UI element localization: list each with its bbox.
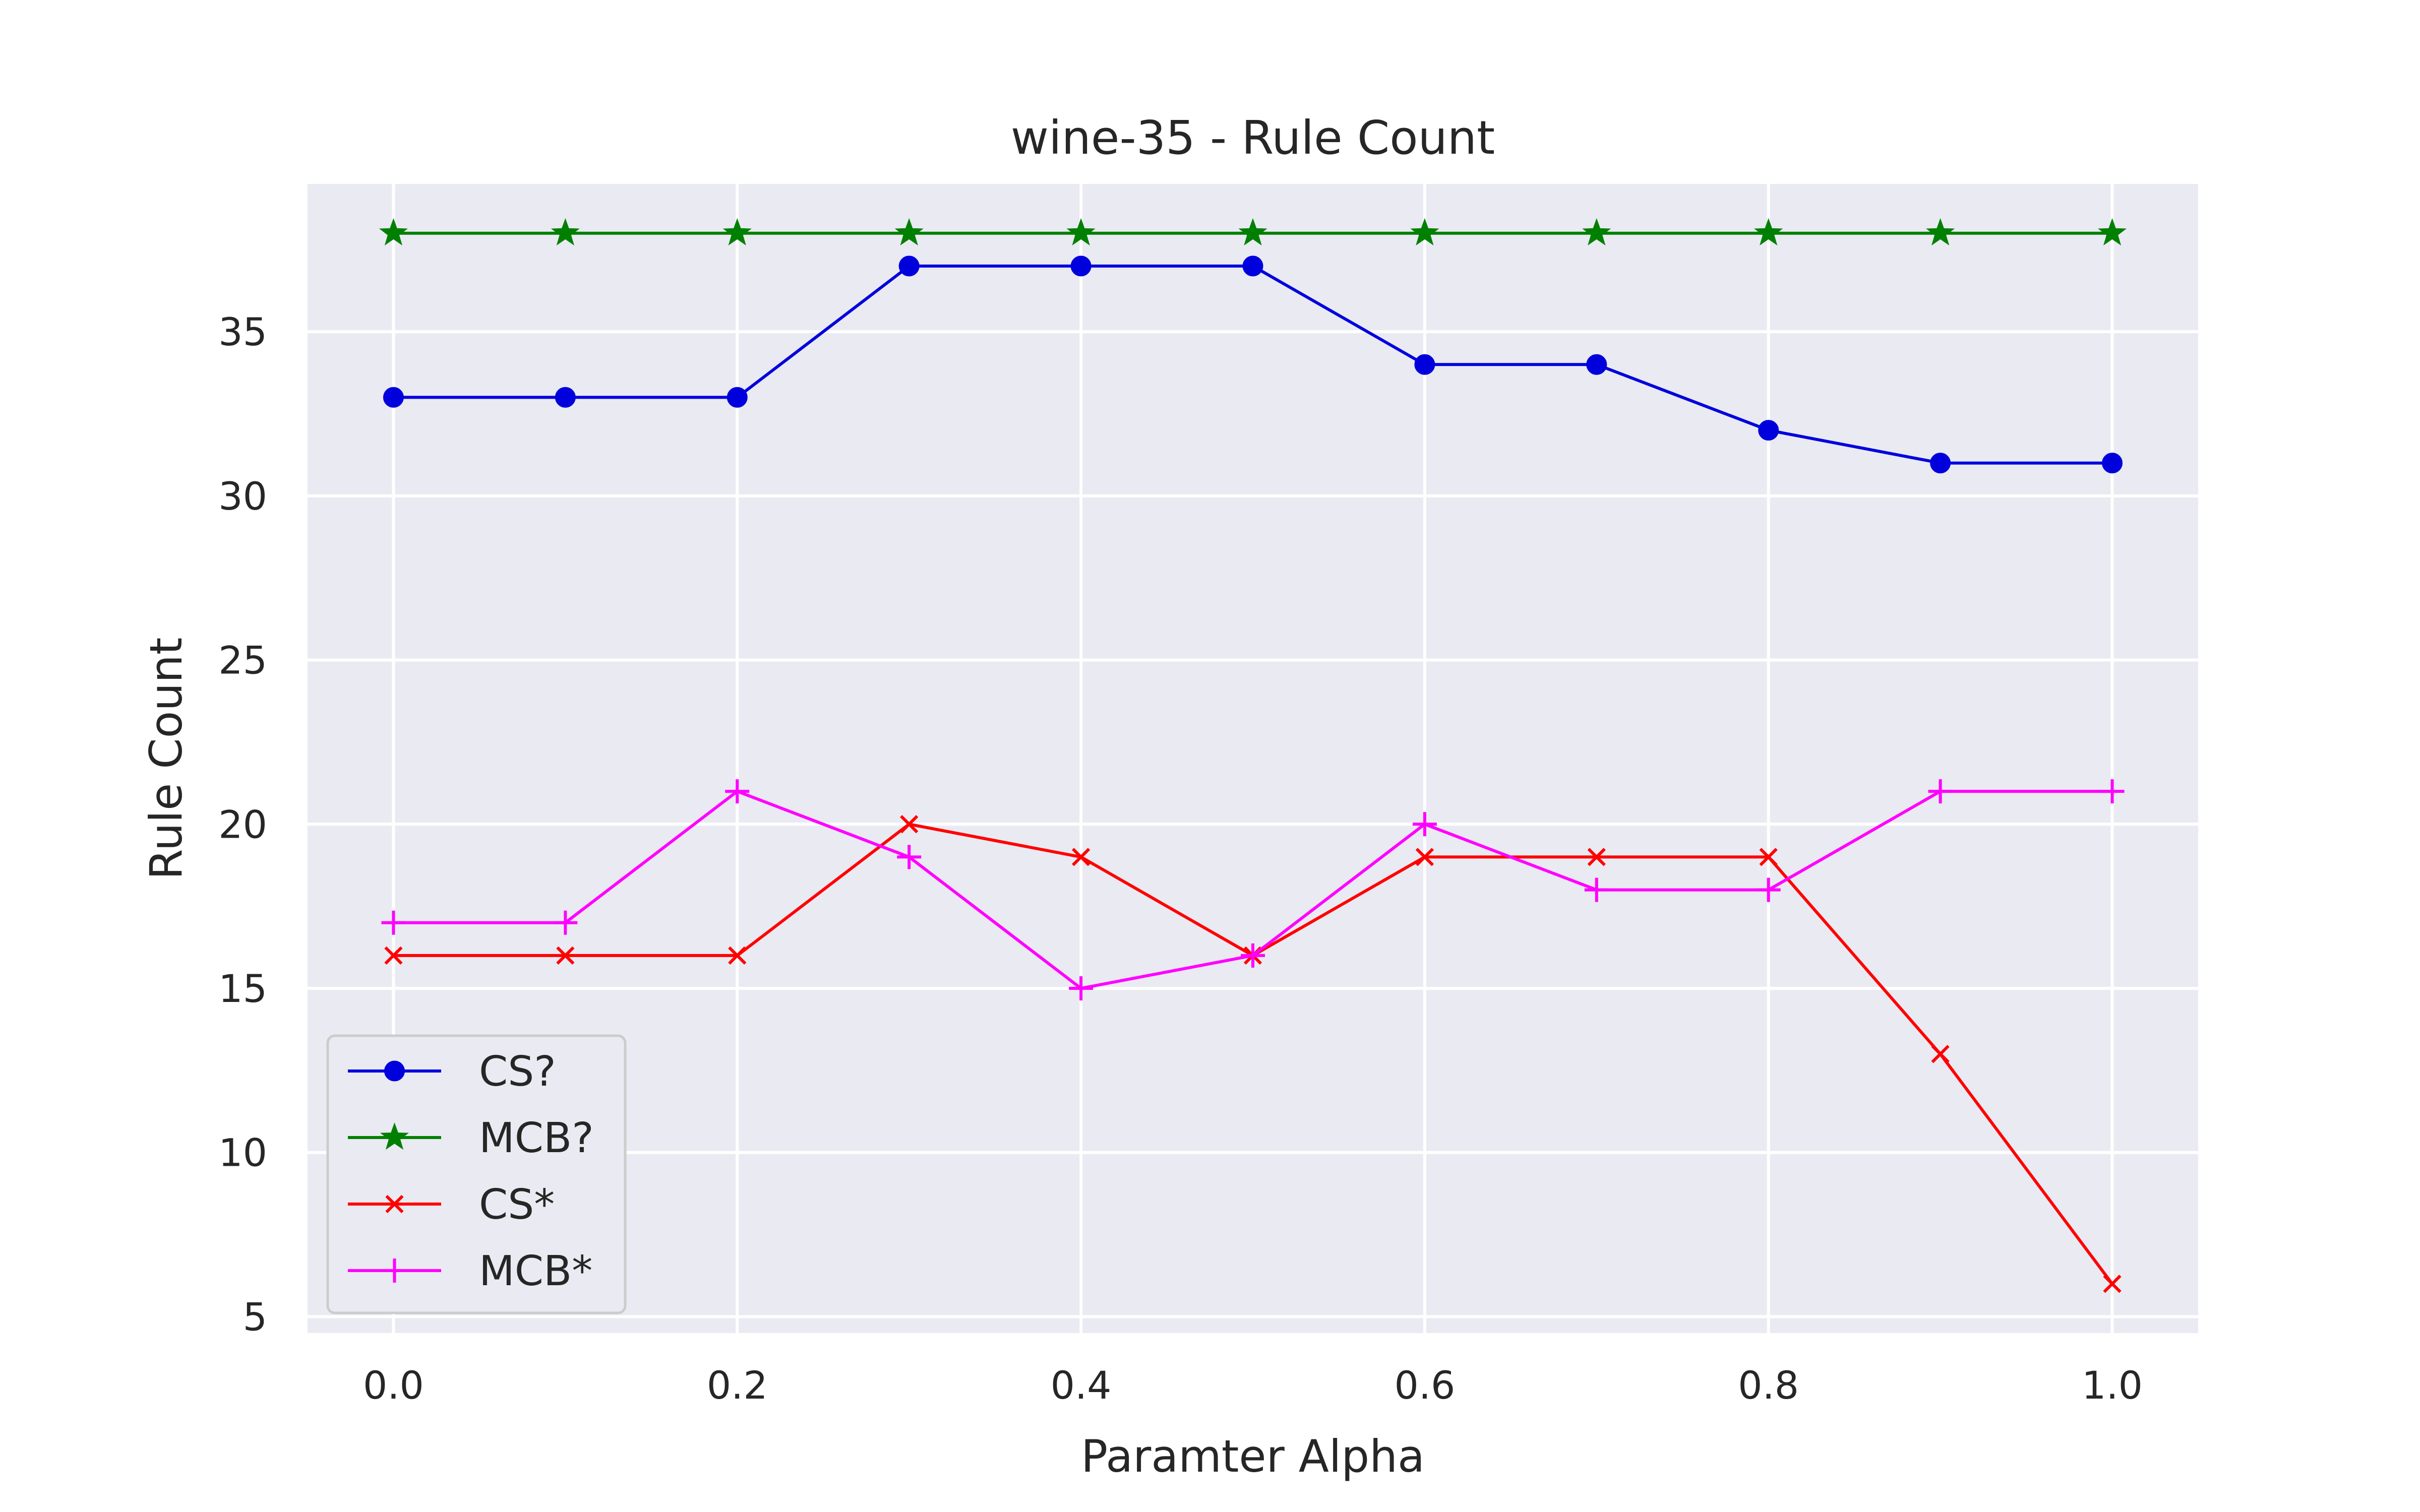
data-point-mcb [1241,943,1265,968]
legend-label: MCB? [479,1114,594,1162]
y-tick-label: 15 [218,966,267,1011]
data-point-cs [383,387,404,408]
data-point-mcb [1238,218,1267,246]
x-tick-label: 1.0 [2082,1363,2143,1408]
data-point-mcb [1926,218,1955,246]
data-point-cs [1070,256,1092,277]
legend-item-cs: CS? [348,1048,556,1096]
x-tick-label: 0.6 [1394,1363,1455,1408]
y-axis-label: Rule Count [140,638,192,880]
legend-marker [385,1194,404,1214]
y-tick-label: 25 [218,638,267,683]
data-point-cs [898,256,920,277]
x-tick-label: 0.0 [363,1363,424,1408]
x-axis-label: Paramter Alpha [1081,1430,1425,1482]
series-layer [379,218,2127,1293]
legend-marker [382,1258,407,1283]
data-point-mcb [894,218,924,246]
data-point-cs [1071,848,1091,866]
x-tick-label: 0.4 [1051,1363,1112,1408]
data-point-cs [1759,848,1778,866]
data-point-mcb [1928,779,1953,804]
legend-marker [380,1122,409,1150]
data-point-mcb [1754,218,1783,246]
data-point-cs [900,815,919,834]
y-tick-label: 30 [218,474,267,519]
x-axis-ticks: 0.0 0.2 0.4 0.6 0.8 1.0 [363,1363,2143,1408]
data-point-mcb [2098,218,2127,246]
data-point-mcb [1756,877,1781,902]
legend-label: CS* [479,1181,555,1229]
data-point-cs [2102,453,2123,474]
data-point-mcb [722,218,752,246]
data-point-mcb [553,910,578,935]
legend-label: MCB* [479,1247,592,1295]
data-point-cs [1758,420,1779,441]
data-point-mcb [381,910,406,935]
y-tick-label: 10 [218,1130,267,1175]
data-point-mcb [1066,218,1096,246]
y-axis-ticks: 5 10 15 20 25 30 35 [218,309,267,1339]
legend-label: CS? [479,1048,556,1096]
series-mcb [381,779,2125,1000]
data-point-cs [384,946,403,965]
data-point-mcb [551,218,580,246]
data-point-mcb [1410,218,1439,246]
data-point-mcb [1412,812,1437,837]
data-point-cs [728,946,747,965]
data-point-mcb [1582,218,1611,246]
legend-box [326,1034,627,1314]
chart-title: wine-35 - Rule Count [1011,111,1495,165]
legend: CS? MCB? CS* MCB* [326,1034,627,1314]
data-point-cs [1586,354,1607,375]
data-point-mcb [2100,779,2125,804]
y-tick-label: 5 [243,1294,267,1339]
legend-marker [384,1060,405,1082]
data-point-mcb [725,779,750,804]
data-point-cs [555,387,576,408]
y-tick-label: 20 [218,802,267,847]
legend-item-mcb: MCB* [348,1247,592,1295]
data-point-cs [1414,354,1435,375]
data-point-mcb [1069,976,1094,1000]
data-point-cs [1587,848,1606,866]
data-point-mcb [379,218,408,246]
y-tick-label: 35 [218,309,267,354]
legend-item-cs: CS* [348,1181,555,1229]
data-point-mcb [897,845,922,869]
data-point-cs [1931,1045,1950,1063]
x-tick-label: 0.2 [707,1363,768,1408]
data-point-cs [1242,256,1263,277]
data-point-cs [556,946,575,965]
data-point-mcb [1584,877,1609,902]
series-mcb [379,218,2127,246]
data-point-cs [2103,1275,2122,1293]
legend-item-mcb: MCB? [348,1114,594,1162]
data-point-cs [1930,453,1951,474]
x-tick-label: 0.8 [1738,1363,1799,1408]
data-point-cs [727,387,748,408]
data-point-cs [1415,848,1434,866]
series-cs [383,256,2123,474]
